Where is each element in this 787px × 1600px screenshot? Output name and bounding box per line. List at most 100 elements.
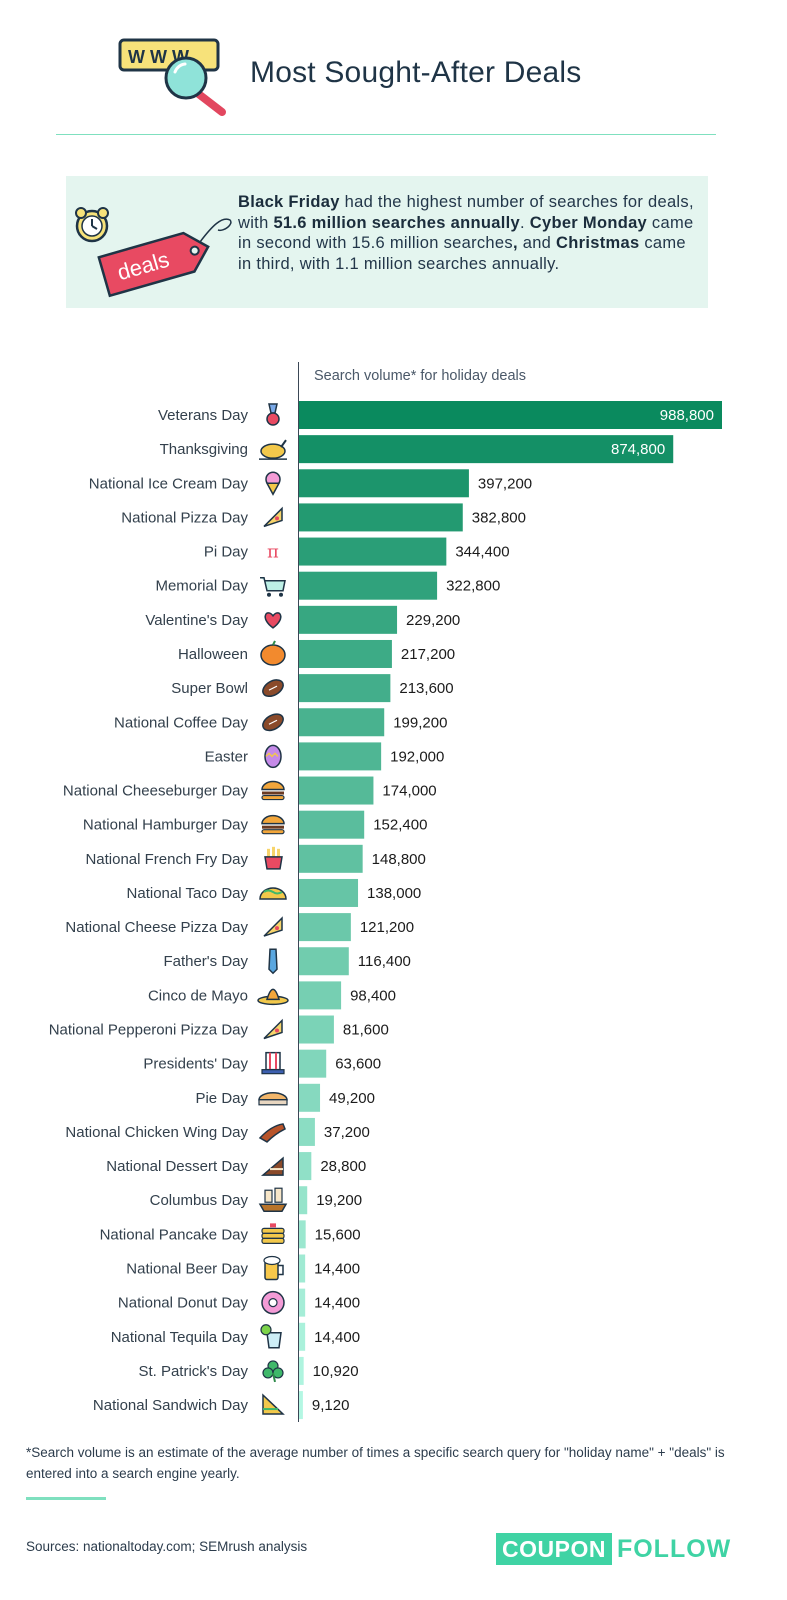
category-label: National Pepperoni Pizza Day [49,1022,249,1039]
category-label: Columbus Day [150,1192,249,1209]
value-label: 344,400 [455,544,509,561]
category-label: Presidents' Day [143,1056,248,1073]
category-label: National Tequila Day [111,1329,249,1346]
category-label: National Chicken Wing Day [65,1124,248,1141]
tequila-icon [260,1324,282,1349]
bar-23 [299,1186,308,1215]
bar-27 [299,1322,306,1351]
category-label: National French Fry Day [85,851,248,868]
value-label: 14,400 [314,1261,360,1278]
bar-13 [299,844,363,873]
summary-part: had the highest number of searches for d… [238,193,694,232]
category-label: Pie Day [195,1090,248,1107]
shamrock-icon [262,1360,284,1383]
summary-part: 51.6 million searches annually [273,213,520,232]
category-label: National Pizza Day [121,509,248,526]
bar-5 [299,571,438,600]
value-label: 322,800 [446,578,500,595]
value-label: 213,600 [399,680,453,697]
pie-icon [258,1092,288,1106]
summary-part: came in second with 15.6 million searche… [238,213,694,253]
footer-divider [26,1497,106,1500]
summary-part: Christmas [556,234,640,252]
bar-10 [299,742,382,771]
value-label: 9,120 [312,1397,350,1414]
medal-icon [266,403,280,426]
value-label: 14,400 [314,1295,360,1312]
category-label: National Hamburger Day [83,817,249,834]
value-label: 49,200 [329,1090,375,1107]
category-label: National Cheeseburger Day [63,783,249,800]
value-label: 15,600 [315,1226,361,1243]
category-label: Halloween [178,646,248,663]
sandwich-icon [262,1393,285,1415]
bar-18 [299,1015,334,1044]
bar-2 [299,469,469,498]
value-label: 121,200 [360,919,414,936]
bar-17 [299,981,342,1010]
bar-28 [299,1356,304,1385]
taco-icon [259,887,287,900]
bar-3 [299,503,463,532]
chicken-wing-icon [258,1123,286,1143]
category-label: Veterans Day [158,407,249,424]
hearts-icon [264,612,282,629]
pizza-slice-icon [263,506,283,528]
necktie-icon [268,948,278,975]
category-label: Valentine's Day [145,612,248,629]
category-label: National Ice Cream Day [89,475,249,492]
category-label: National Coffee Day [114,714,248,731]
sources-text: Sources: nationaltoday.com; SEMrush anal… [26,1539,308,1554]
chart-title: Search volume* for holiday deals [314,368,526,384]
summary-text: Black Friday had the highest number of s… [238,192,698,274]
value-label: 148,800 [372,851,426,868]
category-label: Easter [205,748,248,765]
category-label: Memorial Day [155,578,248,595]
bar-chart: Veterans Day 988,800 Thanksgiving 874,800 Na… [49,401,722,1420]
bar-11 [299,776,374,805]
bar-29 [299,1391,303,1420]
svg-text:π: π [267,542,279,563]
value-label: 199,200 [393,714,447,731]
value-label: 174,000 [382,783,436,800]
value-label: 81,600 [343,1022,389,1039]
cheeseburger-icon [261,780,285,801]
summary-part: . [519,213,530,232]
category-label: St. Patrick's Day [138,1363,248,1380]
cheese-pizza-icon [263,916,283,937]
couponfollow-logo[interactable]: COUPON FOLLOW [496,1532,731,1566]
category-label: National Sandwich Day [93,1397,249,1414]
category-label: Thanksgiving [160,441,248,458]
summary-part: came in third, with 1.1 million searches… [238,234,686,273]
value-label: 28,800 [320,1158,366,1175]
bar-21 [299,1117,315,1146]
bar-20 [299,1083,321,1112]
logo-text: FOLLOW [616,1534,732,1563]
pumpkin-icon [260,640,286,666]
value-label: 988,800 [660,407,714,424]
chart-axis-line [298,362,299,1422]
bar-19 [299,1049,327,1078]
bar-9 [299,708,385,737]
bar-1 [299,435,674,464]
bar-26 [299,1288,306,1317]
value-label: 116,400 [358,953,411,970]
ice-cream-icon [265,471,281,496]
logo-box-text: COUPON [496,1533,612,1565]
footnote: *Search volume is an estimate of the ave… [26,1445,725,1481]
pepperoni-pizza-icon [263,1018,283,1040]
turkey-icon [259,439,287,460]
value-label: 382,800 [472,509,526,526]
french-fries-icon [264,846,283,870]
value-label: 152,400 [373,817,427,834]
category-label: National Pancake Day [100,1226,249,1243]
pancakes-icon [261,1223,285,1244]
sombrero-icon [257,988,289,1006]
category-label: Pi Day [204,544,249,561]
summary-part: , [512,234,518,252]
easter-egg-icon [264,744,282,769]
summary-part: Cyber Monday [529,213,648,232]
bar-25 [299,1254,306,1283]
bar-12 [299,810,365,839]
bar-4 [299,537,447,566]
